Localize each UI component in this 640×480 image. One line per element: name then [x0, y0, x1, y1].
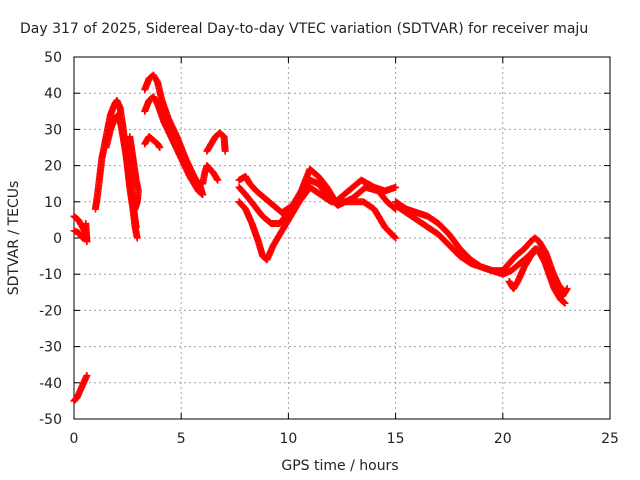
series-satellite-pass-10 [199, 162, 222, 188]
data-marks [70, 71, 571, 405]
y-tick-label: 40 [44, 86, 62, 102]
data-point [214, 176, 222, 184]
y-tick-labels: -50 -40 -30 -20 -10 0 10 20 30 40 50 [39, 50, 62, 428]
data-point [392, 183, 400, 191]
data-point [156, 144, 164, 151]
x-tick-labels: 0 5 10 15 20 25 [70, 431, 619, 447]
data-point [391, 233, 399, 241]
y-tick-label: 10 [44, 195, 62, 211]
series-satellite-pass-11 [203, 129, 229, 155]
data-point [392, 234, 400, 242]
chart-title: Day 317 of 2025, Sidereal Day-to-day VTE… [20, 21, 588, 37]
y-tick-label: 20 [44, 159, 62, 175]
x-tick-label: 10 [279, 431, 297, 447]
series-satellite-pass-7 [141, 71, 207, 199]
y-tick-label: -30 [39, 340, 62, 356]
y-axis-label: SDTVAR / TECUs [6, 181, 22, 296]
y-tick-label: 0 [53, 231, 62, 247]
y-tick-label: -40 [39, 376, 62, 392]
series-satellite-pass-16 [392, 201, 507, 278]
series-satellite-pass-9 [141, 133, 164, 151]
data-point [199, 191, 207, 199]
y-tick-label: -20 [39, 303, 62, 319]
x-axis-label: GPS time / hours [281, 458, 398, 474]
data-point [132, 223, 140, 231]
series-satellite-pass-14 [235, 183, 400, 264]
data-point [81, 230, 89, 238]
data-point [133, 234, 141, 242]
series-satellite-pass-19 [505, 245, 571, 300]
y-tick-label: 30 [44, 122, 62, 138]
series-satellite-pass-8 [141, 93, 207, 199]
x-tick-label: 25 [601, 431, 619, 447]
data-point [560, 298, 568, 306]
x-tick-label: 5 [177, 431, 186, 447]
y-tick-label: -10 [39, 267, 62, 283]
data-point [221, 147, 229, 155]
series-satellite-pass-5 [102, 111, 140, 231]
grid [74, 57, 610, 419]
data-point [198, 190, 206, 198]
series-satellite-pass-2 [70, 372, 91, 405]
y-tick-label: 50 [44, 50, 62, 66]
series-satellite-pass-6 [126, 133, 142, 213]
x-tick-label: 0 [70, 431, 79, 447]
series-satellite-pass-3 [70, 227, 89, 242]
series-satellite-pass-15 [392, 198, 507, 275]
data-point [563, 285, 571, 293]
data-point [83, 372, 91, 380]
data-point [561, 299, 569, 307]
data-point [82, 220, 90, 228]
y-tick-label: -50 [39, 412, 62, 428]
axis-ticks [73, 56, 611, 420]
x-tick-label: 20 [494, 431, 512, 447]
data-point [131, 205, 139, 213]
x-tick-label: 15 [387, 431, 405, 447]
